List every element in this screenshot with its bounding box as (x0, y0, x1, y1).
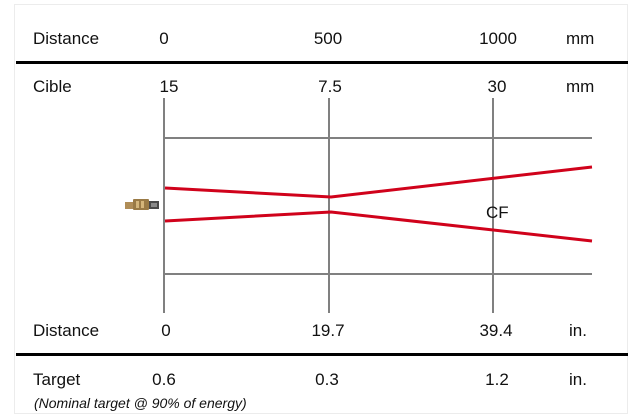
bottom-distance-unit: in. (569, 321, 587, 340)
spot-mm-at-500: 7.5 (318, 77, 342, 96)
bottom-distance-39-4: 39.4 (479, 321, 513, 340)
bottom-distance-19-7: 19.7 (311, 321, 345, 340)
beam-label: CF (486, 203, 509, 222)
spot-in-at-0: 0.6 (152, 370, 176, 389)
spot-mm-at-1000: 30 (487, 77, 507, 96)
bottom-distance-0: 0 (161, 321, 171, 340)
top-distance-label: Distance (33, 29, 100, 48)
spot-in-at-39-4: 1.2 (485, 370, 509, 389)
spot-in-unit: in. (569, 370, 587, 389)
spot-mm-at-0: 15 (159, 77, 179, 96)
top-distance-500: 500 (313, 29, 343, 48)
top-distance-1000: 1000 (479, 29, 517, 48)
infrared-sensor-icon (125, 199, 159, 210)
beam-upper-edge (164, 165, 593, 199)
beam-lower-edge (164, 210, 593, 243)
spot-in-label: Target (33, 370, 81, 389)
bottom-distance-label: Distance (33, 321, 100, 340)
top-distance-0: 0 (159, 29, 169, 48)
diagram-frame (14, 4, 628, 414)
bottom-rule (16, 353, 628, 356)
spot-mm-unit: mm (566, 77, 595, 96)
spot-in-at-19-7: 0.3 (315, 370, 339, 389)
top-rule (16, 61, 628, 64)
top-distance-unit: mm (566, 29, 595, 48)
footnote: (Nominal target @ 90% of energy) (34, 395, 247, 411)
spot-mm-label: Cible (33, 77, 72, 96)
